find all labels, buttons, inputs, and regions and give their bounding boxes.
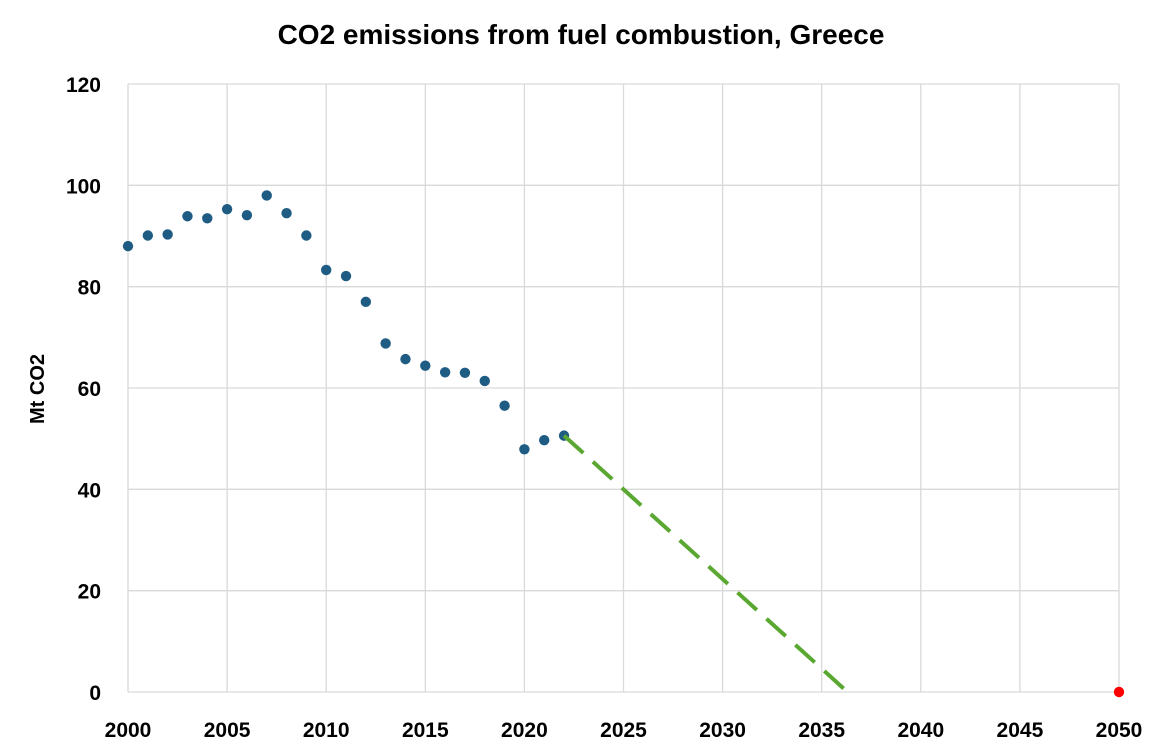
- data-point: [479, 375, 490, 387]
- y-tick-label: 0: [89, 682, 101, 705]
- data-point: [420, 360, 431, 371]
- y-tick-label: 120: [66, 74, 101, 97]
- data-point: [380, 338, 391, 349]
- data-point: [261, 190, 272, 201]
- data-point: [360, 296, 372, 308]
- y-tick-label: 20: [78, 581, 101, 604]
- chart-title: CO2 emissions from fuel combustion, Gree…: [278, 19, 885, 50]
- data-point: [182, 211, 193, 222]
- grid: [127, 83, 1120, 693]
- y-tick-label: 60: [78, 378, 101, 401]
- data-point: [202, 213, 213, 224]
- data-point: [321, 264, 332, 276]
- x-tick-label: 2040: [897, 719, 944, 742]
- projection-line: [562, 434, 849, 694]
- y-axis-label: Mt CO2: [27, 354, 49, 424]
- data-point: [439, 367, 451, 378]
- data-point: [142, 230, 154, 241]
- data-point: [162, 229, 173, 240]
- x-tick-label: 2050: [1096, 719, 1143, 742]
- data-point: [459, 367, 471, 378]
- x-tick-label: 2025: [600, 719, 647, 742]
- x-tick-label: 2020: [501, 719, 548, 742]
- data-point: [281, 208, 292, 219]
- data-point: [301, 230, 312, 241]
- data-point: [221, 203, 233, 215]
- data-point: [122, 240, 134, 252]
- data-point: [519, 444, 530, 455]
- x-tick-label: 2045: [997, 719, 1044, 742]
- x-tick-label: 2005: [204, 719, 251, 742]
- x-tick-label: 2010: [303, 719, 350, 742]
- target-point: [1113, 686, 1125, 698]
- x-tick-label: 2035: [798, 719, 845, 742]
- data-series: [122, 190, 1125, 698]
- data-point: [400, 353, 411, 365]
- y-tick-label: 40: [78, 479, 101, 502]
- data-point: [241, 210, 253, 221]
- data-point: [539, 434, 550, 446]
- x-tick-label: 2015: [402, 719, 449, 742]
- y-tick-label: 80: [78, 277, 101, 300]
- data-point: [340, 270, 352, 282]
- data-point: [499, 400, 510, 411]
- x-tick-label: 2000: [105, 719, 152, 742]
- x-tick-label: 2030: [699, 719, 746, 742]
- y-tick-label: 100: [66, 175, 101, 198]
